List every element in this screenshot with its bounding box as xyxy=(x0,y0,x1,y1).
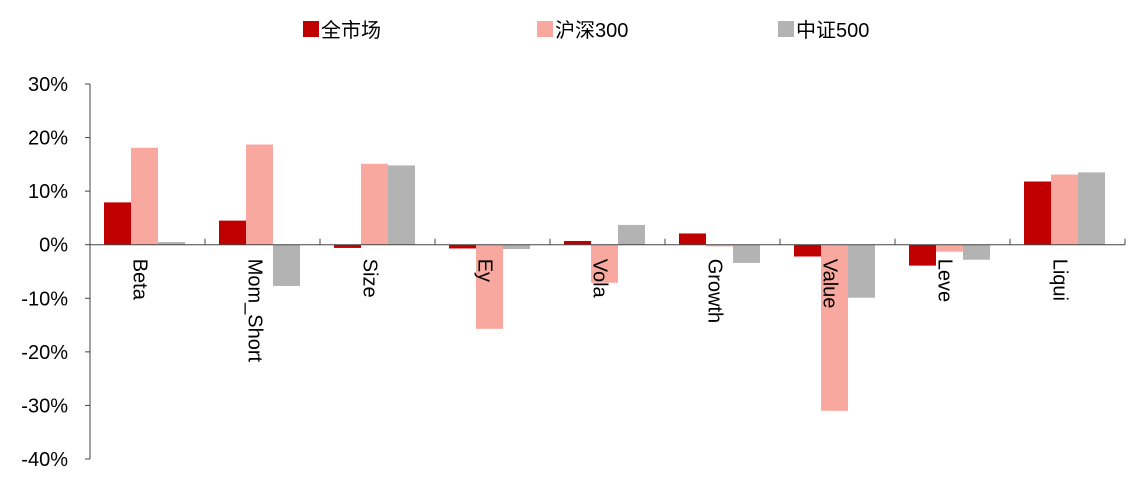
x-tick-label: Ey xyxy=(474,259,496,282)
bar-Beta-0 xyxy=(104,202,131,245)
x-tick-label: Liqui xyxy=(1049,259,1071,301)
bar-Vola-2 xyxy=(618,224,645,245)
y-tick-label: -30% xyxy=(21,395,68,417)
y-tick-label: -40% xyxy=(21,449,68,471)
bar-Beta-2 xyxy=(158,242,185,245)
x-tick-label: Beta xyxy=(129,259,151,301)
bar-Value-2 xyxy=(848,244,875,298)
bar-Mom_Short-2 xyxy=(273,244,300,286)
bar-Size-1 xyxy=(361,163,388,245)
x-tick-label: Leve xyxy=(934,259,956,302)
bar-Ey-1 xyxy=(476,244,503,329)
x-tick-label: Size xyxy=(359,259,381,298)
bar-Ey-2 xyxy=(503,244,530,249)
bar-Beta-1 xyxy=(131,147,158,245)
x-tick-label: Mom_Short xyxy=(244,259,266,363)
x-tick-label: Growth xyxy=(704,259,726,323)
bar-Growth-0 xyxy=(679,233,706,245)
bar-Mom_Short-0 xyxy=(219,220,246,245)
y-tick-label: 20% xyxy=(28,128,68,150)
bar-Liqui-1 xyxy=(1051,174,1078,245)
x-tick-label: Value xyxy=(819,259,841,309)
bar-Leve-0 xyxy=(909,244,936,266)
y-tick-label: 30% xyxy=(28,74,68,96)
legend-label: 中证500 xyxy=(796,19,869,42)
bar-Size-0 xyxy=(334,244,361,248)
bar-Leve-1 xyxy=(936,244,963,252)
y-tick-label: -10% xyxy=(21,288,68,310)
legend-swatch xyxy=(537,21,553,37)
bar-Mom_Short-1 xyxy=(246,144,273,245)
legend-swatch xyxy=(303,21,319,37)
legend-label: 沪深300 xyxy=(555,19,628,42)
y-tick-label: 10% xyxy=(28,181,68,203)
bar-Liqui-2 xyxy=(1078,172,1105,245)
bar-Growth-1 xyxy=(706,244,733,247)
bar-Growth-2 xyxy=(733,244,760,263)
bar-Vola-0 xyxy=(564,240,591,245)
bar-Ey-0 xyxy=(449,244,476,249)
legend-swatch xyxy=(778,21,794,37)
bar-Size-2 xyxy=(388,165,415,245)
x-tick-label: Vola xyxy=(589,259,611,299)
bar-Value-0 xyxy=(794,244,821,257)
bar-Vola-1 xyxy=(591,244,618,283)
bar-Value-1 xyxy=(821,244,848,411)
bar-Liqui-0 xyxy=(1024,181,1051,245)
bar-Leve-2 xyxy=(963,244,990,260)
legend-label: 全市场 xyxy=(321,19,381,42)
y-tick-label: 0% xyxy=(39,235,68,257)
y-tick-label: -20% xyxy=(21,342,68,364)
